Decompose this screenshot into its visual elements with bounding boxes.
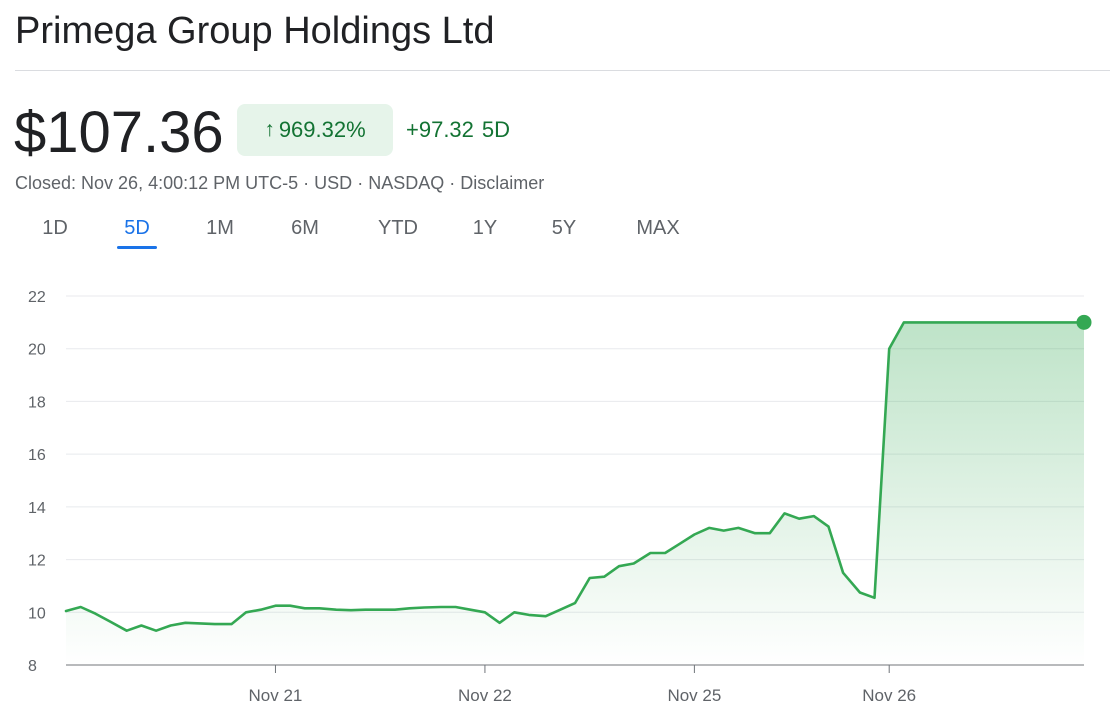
y-tick-label: 18	[28, 394, 46, 411]
arrow-up-icon: ↑	[264, 118, 275, 141]
exchange: NASDAQ	[368, 173, 445, 193]
tab-5d-label: 5D	[124, 217, 150, 239]
tab-1m[interactable]: 1M	[206, 217, 234, 239]
absolute-change: +97.32 5D	[406, 114, 510, 146]
y-tick-label: 10	[28, 605, 46, 622]
meta-separator: ·	[303, 173, 310, 193]
percent-change-value: 969.32%	[278, 117, 366, 142]
price-line	[64, 321, 1086, 632]
tab-max[interactable]: MAX	[636, 217, 680, 239]
y-tick-label: 12	[28, 553, 46, 570]
percent-change-badge: ↑ 969.32%	[237, 104, 393, 156]
y-tick-label: 22	[28, 289, 46, 306]
y-tick-label: 8	[28, 658, 37, 675]
current-price: $107.36	[14, 100, 224, 165]
tab-6m[interactable]: 6M	[291, 217, 319, 239]
y-tick-label: 16	[28, 447, 46, 464]
currency: USD	[314, 173, 353, 193]
active-tab-indicator	[117, 246, 157, 249]
price-area-fill	[66, 322, 1084, 665]
tab-5y[interactable]: 5Y	[551, 217, 577, 239]
disclaimer-link[interactable]: Disclaimer	[460, 173, 545, 193]
tab-ytd[interactable]: YTD	[378, 217, 418, 239]
quote-meta: Closed: Nov 26, 4:00:12 PM UTC-5 · USD ·…	[15, 172, 544, 194]
meta-separator: ·	[357, 173, 364, 193]
x-tick-label: Nov 26	[862, 686, 916, 705]
tab-1y[interactable]: 1Y	[472, 217, 498, 239]
x-tick-label: Nov 22	[458, 686, 512, 705]
last-price-marker	[1076, 314, 1092, 330]
price-chart-svg: 8 10 12 14 16 18 20 22 Nov 21 Nov 22 Nov 25 Nov 26	[28, 289, 1092, 705]
price-chart[interactable]: 8 10 12 14 16 18 20 22 Nov 21 Nov 22 Nov 25 Nov 26	[0, 270, 1110, 715]
x-tick-label: Nov 21	[249, 686, 303, 705]
title-divider	[15, 70, 1110, 71]
closed-time: Closed: Nov 26, 4:00:12 PM UTC-5	[15, 173, 299, 193]
meta-separator: ·	[449, 173, 456, 193]
tab-1d[interactable]: 1D	[42, 217, 68, 239]
y-tick-label: 14	[28, 500, 46, 517]
range-tabs: 1D 5D 1M 6M YTD 1Y 5Y MAX	[0, 212, 720, 252]
x-tick-label: Nov 25	[667, 686, 721, 705]
y-tick-label: 20	[28, 342, 46, 359]
change-period: 5D	[481, 117, 511, 142]
absolute-change-value: +97.32	[406, 117, 474, 142]
page-title: Primega Group Holdings Ltd	[15, 10, 495, 52]
tab-5d[interactable]: 5D	[117, 216, 157, 249]
